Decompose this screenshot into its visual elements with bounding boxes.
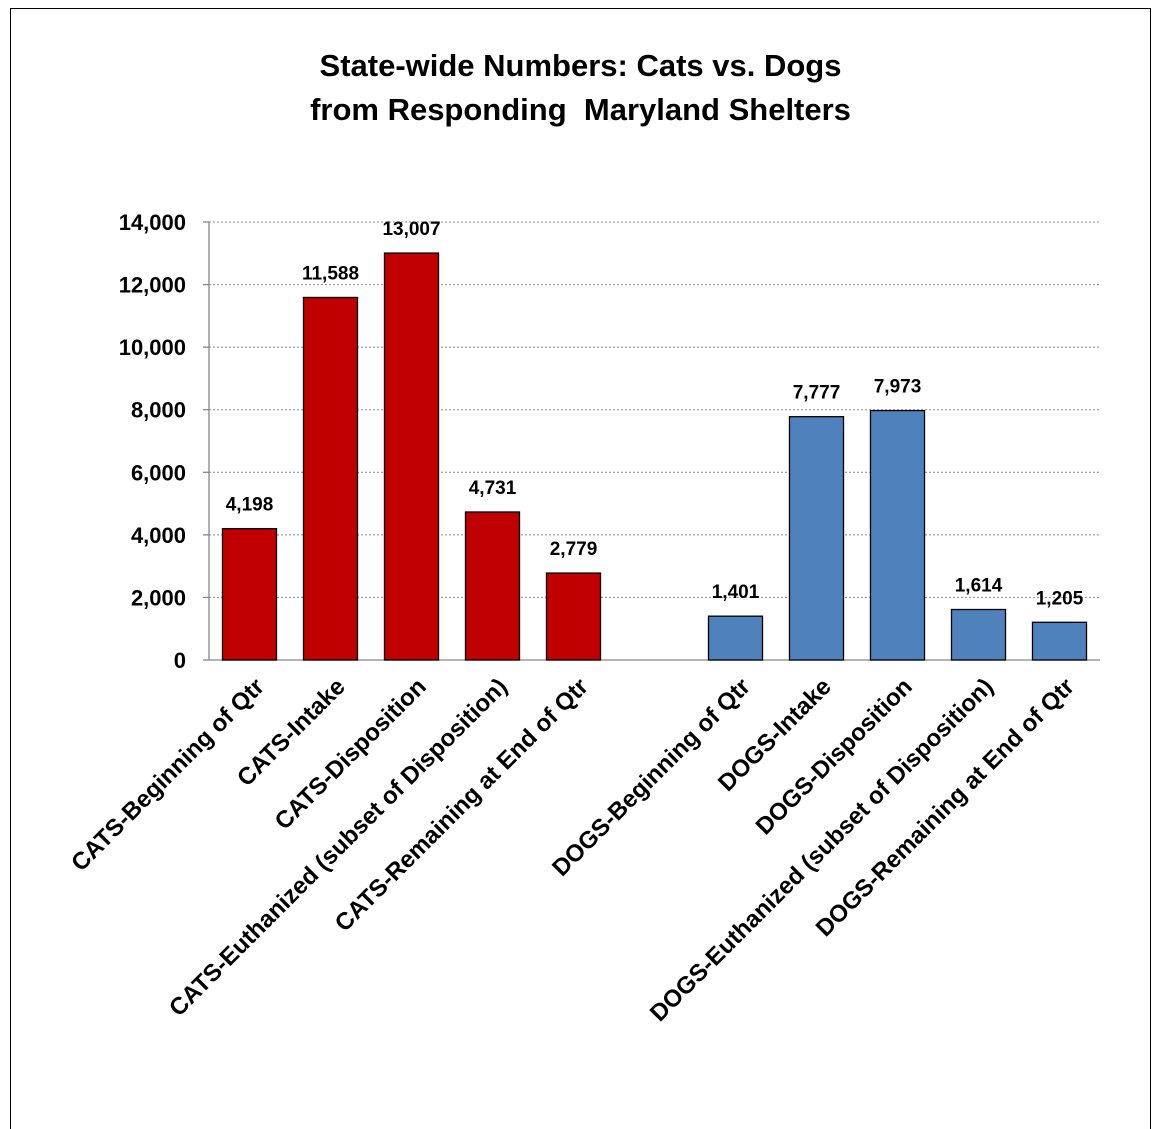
y-tick-label: 12,000 [119,273,186,298]
chart-title-line-2: from Responding Maryland Shelters [310,92,851,127]
y-tick-label: 0 [174,648,186,673]
bar-dogs-disposition [869,409,926,661]
data-label-dogs-disposition: 7,973 [874,377,922,398]
y-tick-label: 10,000 [119,335,186,360]
chart-frame [10,8,1151,1129]
bar-cats-beginning-of-qtr [221,528,278,661]
y-tick-label: 2,000 [131,585,186,610]
data-label-cats-remaining-at-end-of-qtr: 2,779 [550,539,598,560]
data-label-dogs-beginning-of-qtr: 1,401 [712,582,760,603]
bar-dogs-remaining-at-end-of-qtr [1031,621,1088,661]
y-tick-label: 6,000 [131,460,186,485]
data-label-dogs-intake: 7,777 [793,383,841,404]
bar-dogs-euthanized-subset-of-disposition [950,608,1007,661]
bars [221,252,1088,661]
bar-cats-disposition [383,252,440,661]
bar-cats-euthanized-subset-of-disposition [464,511,521,661]
x-axis-labels: CATS-Beginning of QtrCATS-IntakeCATS-Dis… [66,673,1080,1027]
y-tick-label: 14,000 [119,210,186,235]
bar-dogs-beginning-of-qtr [707,615,764,661]
data-label-dogs-remaining-at-end-of-qtr: 1,205 [1036,588,1084,609]
axes: 0 2,000 4,000 6,000 8,000 10,000 12,000 14,000 [119,210,1100,673]
bar-cats-intake [302,296,359,661]
data-label-cats-disposition: 13,007 [382,219,440,240]
data-label-cats-beginning-of-qtr: 4,198 [226,495,274,516]
data-label-cats-euthanized-subset-of-disposition: 4,731 [469,478,517,499]
chart-title-line-1: State-wide Numbers: Cats vs. Dogs [319,48,842,83]
data-label-cats-intake: 11,588 [302,263,359,284]
bar-cats-remaining-at-end-of-qtr [545,572,602,661]
data-labels: 4,198 11,588 13,007 4,731 2,779 1,401 7,777 7,9… [226,219,1084,609]
data-label-dogs-euthanized-subset-of-disposition: 1,614 [955,576,1003,597]
bar-dogs-intake [788,416,845,661]
y-tick-label: 4,000 [131,523,186,548]
y-tick-label: 8,000 [131,398,186,423]
chart-title: State-wide Numbers: Cats vs. Dogs from R… [10,44,1151,132]
x-axis-label-cats-disposition: CATS-Disposition [270,673,432,835]
x-axis-label-dogs-disposition: DOGS-Disposition [751,673,918,840]
